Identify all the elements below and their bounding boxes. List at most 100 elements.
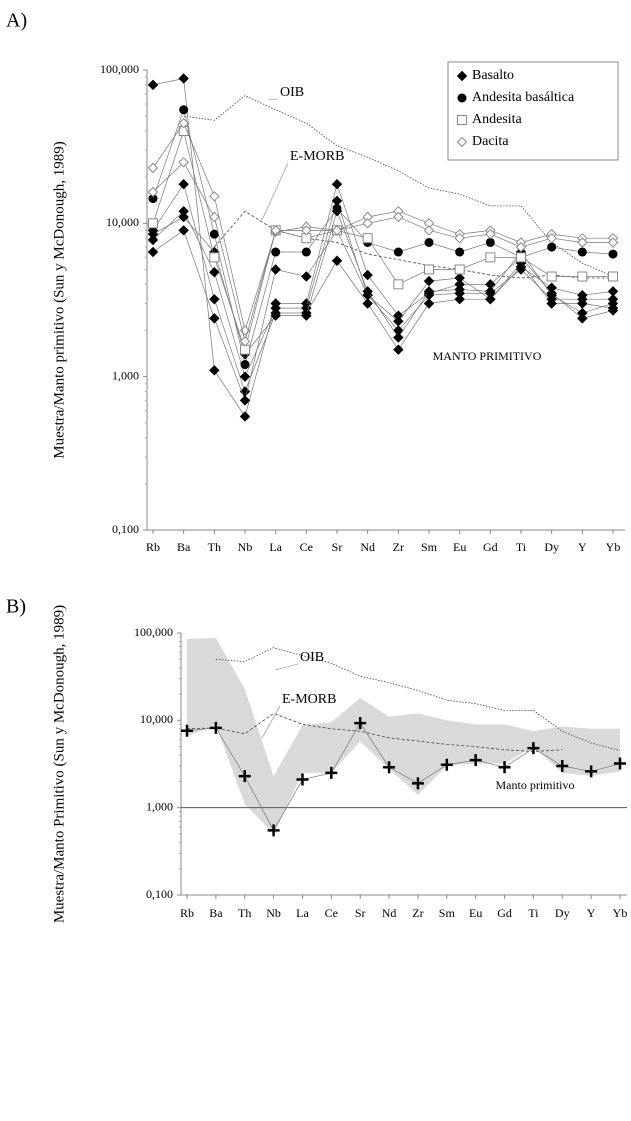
marker: [423, 225, 435, 236]
sample-line: [152, 161, 613, 343]
marker: [454, 272, 465, 284]
x-tick-label: La: [296, 906, 309, 920]
marker: [331, 225, 343, 236]
marker: [270, 310, 281, 321]
marker: [424, 237, 434, 247]
marker: [239, 411, 251, 422]
x-tick-label: La: [269, 540, 282, 554]
y-axis-label: Muestra/Manto Primitivo (Sun y McDonough…: [51, 605, 67, 923]
label-leader: [261, 705, 281, 739]
marker: [239, 395, 251, 406]
marker: [577, 247, 587, 257]
marker: [331, 255, 343, 266]
marker: [485, 252, 496, 263]
marker: [411, 777, 424, 790]
x-tick-label: Ce: [325, 906, 338, 920]
marker: [209, 229, 219, 239]
marker: [209, 365, 220, 376]
marker: [546, 232, 557, 244]
marker: [240, 360, 250, 370]
marker: [147, 79, 159, 91]
x-tick-label: Sr: [355, 906, 366, 920]
marker: [270, 264, 281, 275]
x-tick-label: Y: [587, 906, 596, 920]
marker: [485, 228, 496, 240]
marker: [607, 286, 619, 297]
marker: [301, 247, 311, 257]
marker: [239, 336, 251, 347]
marker: [239, 371, 251, 382]
marker: [362, 233, 373, 244]
x-tick-label: Ba: [177, 540, 191, 554]
marker: [209, 721, 222, 734]
marker: [209, 294, 220, 305]
legend-label: Andesita: [472, 112, 523, 127]
marker: [178, 211, 189, 223]
x-tick-label: Nd: [360, 540, 375, 554]
x-tick-label: Sm: [421, 540, 438, 554]
marker: [577, 307, 588, 319]
x-tick-label: Eu: [469, 906, 482, 920]
x-tick-label: Nb: [266, 906, 281, 920]
marker: [456, 70, 468, 82]
marker: [393, 332, 404, 343]
marker: [178, 117, 189, 129]
marker: [614, 757, 626, 770]
marker: [270, 225, 281, 236]
panel-title: B): [6, 596, 26, 618]
marker: [301, 225, 312, 236]
x-tick-label: Dy: [555, 906, 570, 920]
marker: [178, 225, 189, 236]
marker: [209, 252, 220, 263]
sample-line: [152, 129, 613, 351]
marker: [209, 267, 220, 278]
legend-label: Dacita: [472, 134, 509, 149]
marker: [383, 761, 396, 774]
marker: [332, 203, 342, 213]
marker: [178, 73, 189, 84]
y-tick-label: 100,000: [100, 62, 139, 76]
sample-line: [152, 229, 614, 402]
x-tick-label: Sr: [332, 540, 343, 554]
marker: [209, 211, 220, 223]
marker: [301, 310, 312, 321]
marker: [393, 315, 404, 327]
marker: [454, 264, 465, 275]
x-tick-label: Rb: [180, 906, 194, 920]
marker: [454, 232, 465, 244]
reference-label: OIB: [280, 85, 304, 100]
marker: [362, 218, 373, 229]
marker: [454, 284, 465, 295]
sample-line: [152, 108, 614, 365]
x-tick-label: Nb: [238, 540, 253, 554]
marker: [516, 252, 526, 263]
x-tick-label: Zr: [393, 540, 404, 554]
marker: [423, 286, 435, 297]
marker: [577, 271, 588, 282]
marker: [423, 275, 435, 287]
marker: [577, 289, 588, 301]
marker: [556, 759, 569, 772]
marker: [515, 241, 527, 253]
marker: [147, 186, 159, 198]
y-tick-label: 10,000: [106, 215, 139, 229]
marker: [485, 286, 496, 297]
baseline-label: Manto primitivo: [496, 778, 575, 792]
x-tick-label: Yb: [613, 906, 628, 920]
marker: [498, 761, 511, 774]
marker: [608, 249, 618, 259]
marker: [393, 247, 403, 257]
x-tick-label: Th: [208, 540, 221, 554]
sample-line: [152, 199, 613, 378]
marker: [607, 298, 619, 309]
marker: [179, 105, 189, 115]
legend-box: [447, 61, 619, 161]
marker: [148, 218, 158, 229]
marker: [267, 824, 280, 837]
marker: [546, 289, 557, 301]
y-tick-label: 10,000: [140, 712, 173, 726]
marker: [454, 294, 465, 305]
marker: [457, 93, 467, 103]
marker: [547, 242, 557, 252]
marker: [485, 237, 495, 247]
